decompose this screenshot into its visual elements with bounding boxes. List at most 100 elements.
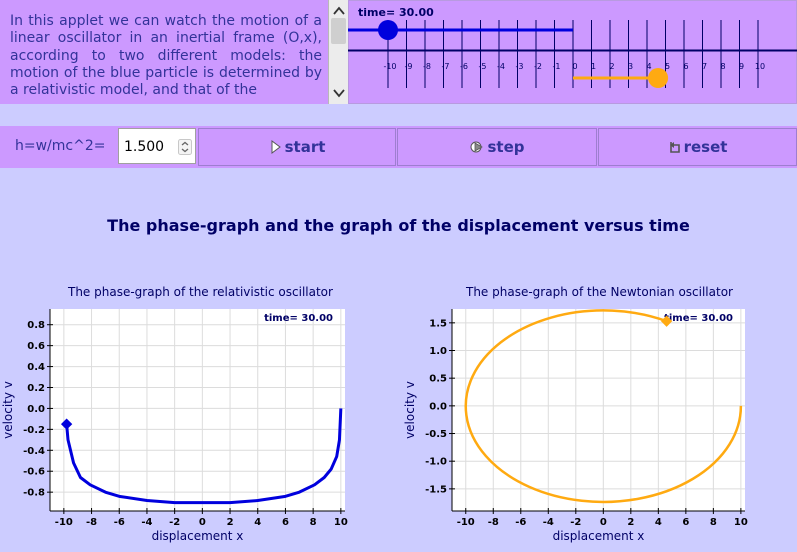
control-bar: h=w/mc^2= 1.500 start step reset [0, 126, 797, 168]
ruler-tick-label: 5 [665, 62, 670, 71]
ruler-tick-label: 4 [646, 62, 651, 71]
y-tick-label: 0.2 [27, 383, 45, 394]
ruler-tick-label: 6 [683, 62, 688, 71]
ruler-tick-label: 1 [591, 62, 596, 71]
ruler-tick-label: -3 [516, 62, 524, 71]
step-icon [470, 141, 484, 153]
x-tick-label: 0 [600, 517, 607, 528]
x-tick-label: 10 [334, 517, 348, 528]
y-tick-label: -0.8 [23, 488, 45, 499]
y-tick-label: -0.6 [23, 467, 45, 478]
x-tick-label: -2 [169, 517, 180, 528]
reset-icon [669, 142, 680, 153]
plot-area [50, 309, 345, 511]
y-tick-label: 0.5 [429, 374, 447, 385]
step-button-label: step [487, 138, 525, 156]
x-tick-label: -8 [86, 517, 97, 528]
x-tick-label: -10 [55, 517, 73, 528]
start-button[interactable]: start [198, 128, 396, 166]
x-tick-label: -10 [457, 517, 475, 528]
plot-area [452, 309, 745, 511]
current-state-marker [60, 418, 73, 430]
ruler-tick-label: -4 [497, 62, 505, 71]
spinner-icon[interactable] [178, 139, 192, 155]
x-tick-label: 8 [310, 517, 317, 528]
y-axis-label: velocity v [403, 381, 417, 439]
scroll-up-arrow-icon[interactable] [332, 5, 346, 17]
ruler-tick-label: -1 [553, 62, 561, 71]
ruler-tick-label: 10 [755, 62, 765, 71]
newtonian-graph-title: The phase-graph of the Newtonian oscilla… [466, 285, 733, 299]
y-tick-label: -0.2 [23, 425, 45, 436]
time-annotation: time= 30.00 [264, 313, 333, 324]
reset-button-label: reset [683, 138, 728, 156]
description-panel: In this applet we can watch the motion o… [0, 0, 330, 104]
time-annotation: time= 30.00 [664, 313, 733, 324]
ruler-tick-label: -5 [479, 62, 487, 71]
current-state-marker [660, 315, 673, 327]
y-tick-label: 1.5 [429, 318, 447, 329]
ruler-tick-label: -2 [534, 62, 542, 71]
y-axis-label: velocity v [1, 381, 15, 439]
ruler-tick-label: -9 [405, 62, 413, 71]
x-tick-label: 0 [199, 517, 206, 528]
ruler-tick-label: 9 [739, 62, 744, 71]
ruler-tick-label: -10 [383, 62, 396, 71]
x-tick-label: -4 [543, 517, 554, 528]
x-tick-label: 6 [282, 517, 289, 528]
main-title: The phase-graph and the graph of the dis… [107, 216, 690, 235]
x-tick-label: -8 [488, 517, 499, 528]
start-button-label: start [284, 138, 326, 156]
x-tick-label: -2 [570, 517, 581, 528]
description-text: In this applet we can watch the motion o… [10, 13, 322, 99]
animation-panel: -10 -9 -8 -7 -6 -5 -4 -3 -2 -1 0 1 2 3 4 5 6 7 8 9 10 time= … [348, 0, 797, 104]
x-tick-label: -6 [515, 517, 526, 528]
x-tick-label: -6 [114, 517, 125, 528]
x-tick-label: 10 [734, 517, 748, 528]
reset-button[interactable]: reset [598, 128, 797, 166]
step-button[interactable]: step [397, 128, 597, 166]
animation-time-label: time= 30.00 [358, 6, 434, 19]
description-scrollbar[interactable] [328, 0, 348, 104]
y-tick-label: -1.0 [425, 457, 447, 468]
ruler-tick-label: 7 [702, 62, 707, 71]
relativistic-graph-title: The phase-graph of the relativistic osci… [68, 285, 333, 299]
phase-curve [65, 408, 343, 505]
y-tick-label: -0.5 [425, 429, 447, 440]
newtonian-phase-graph: -10 -8 -6 -4 -2 0 2 4 6 8 10 1.5 1.0 0.5 0.0 -0.5 -1.0 -1… [403, 309, 748, 543]
y-tick-label: 0.0 [429, 401, 447, 412]
x-tick-label: 8 [710, 517, 717, 528]
oscillator-animation: -10 -9 -8 -7 -6 -5 -4 -3 -2 -1 0 1 2 3 4 5 6 7 8 9 10 time= … [348, 0, 797, 104]
x-tick-label: 4 [254, 517, 261, 528]
y-tick-label: -0.4 [23, 446, 45, 457]
ruler-tick-label: 3 [628, 62, 633, 71]
x-tick-label: 2 [627, 517, 634, 528]
ruler-tick-label: 8 [720, 62, 725, 71]
y-tick-label: 0.0 [27, 404, 45, 415]
scroll-down-arrow-icon[interactable] [332, 87, 346, 99]
h-parameter-value[interactable]: 1.500 [124, 139, 165, 155]
orange-particle [648, 68, 669, 88]
scroll-thumb[interactable] [331, 18, 346, 44]
ruler-tick-label: -7 [442, 62, 450, 71]
x-tick-label: 6 [682, 517, 689, 528]
x-axis-label: displacement x [152, 529, 244, 543]
y-tick-label: -1.5 [425, 484, 447, 495]
y-tick-label: 0.8 [27, 320, 45, 331]
play-icon [271, 140, 281, 154]
h-parameter-field[interactable]: 1.500 [118, 128, 196, 164]
h-parameter-label: h=w/mc^2= [15, 138, 106, 154]
ruler-tick-label: -8 [423, 62, 431, 71]
x-tick-label: 2 [227, 517, 234, 528]
y-tick-label: 1.0 [429, 346, 447, 357]
ruler-tick-label: -6 [460, 62, 468, 71]
ruler-tick-label: 0 [572, 62, 577, 71]
ruler-tick-label: 2 [609, 62, 614, 71]
blue-particle [378, 20, 398, 40]
phase-curve [464, 309, 743, 504]
x-tick-label: 4 [655, 517, 662, 528]
relativistic-phase-graph: -10 -8 -6 -4 -2 0 2 4 6 8 10 0.8 0.6 0.4 0.2 0.0 -0.2 -0.… [1, 309, 348, 543]
x-axis-label: displacement x [553, 529, 645, 543]
y-tick-label: 0.6 [27, 341, 45, 352]
